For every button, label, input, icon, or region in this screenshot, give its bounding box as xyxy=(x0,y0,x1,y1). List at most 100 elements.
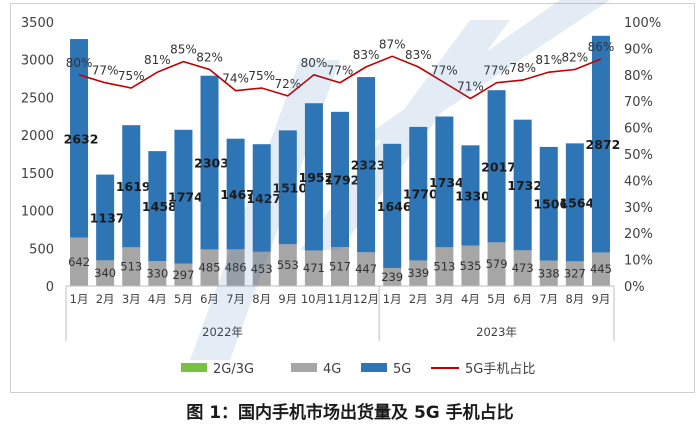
x-tick-label: 7月 xyxy=(226,292,245,306)
data-label-4g: 473 xyxy=(512,261,534,275)
bar-5g xyxy=(487,90,506,243)
y-right-tick-label: 100% xyxy=(624,16,661,31)
y-right-tick-label: 10% xyxy=(624,254,653,269)
data-label-5g: 1506 xyxy=(533,197,568,212)
data-label-4g: 642 xyxy=(68,255,90,269)
bar-5g xyxy=(565,143,584,262)
bar-5g xyxy=(513,119,532,251)
bar-4g xyxy=(148,261,167,286)
y-left-tick-label: 2000 xyxy=(21,129,54,144)
data-label-share: 83% xyxy=(405,48,432,62)
data-label-4g: 486 xyxy=(225,261,247,275)
x-tick-label: 3月 xyxy=(435,292,454,306)
data-label-4g: 447 xyxy=(355,262,377,276)
y-left-tick-label: 2500 xyxy=(21,91,54,106)
legend-swatch xyxy=(361,363,387,372)
x-tick-label: 10月 xyxy=(301,292,327,306)
bar-4g xyxy=(409,260,428,286)
data-label-4g: 445 xyxy=(590,262,612,276)
data-label-5g: 1467 xyxy=(220,187,255,202)
bar-5g xyxy=(122,125,141,248)
data-label-4g: 330 xyxy=(146,267,168,281)
data-label-5g: 1774 xyxy=(168,190,203,205)
bar-4g xyxy=(278,244,297,286)
data-label-share: 75% xyxy=(118,69,145,83)
bar-4g xyxy=(200,249,219,286)
data-label-share: 77% xyxy=(327,64,354,78)
data-label-4g: 513 xyxy=(120,260,142,274)
y-right-tick-label: 60% xyxy=(624,122,653,137)
legend-label: 4G xyxy=(323,362,341,377)
data-label-5g: 2303 xyxy=(194,156,229,171)
data-label-5g: 2872 xyxy=(586,137,621,152)
bar-4g xyxy=(383,267,402,286)
legend-swatch xyxy=(181,363,207,372)
data-label-4g: 535 xyxy=(459,259,481,273)
data-label-share: 77% xyxy=(92,64,119,78)
y-left-tick-label: 3500 xyxy=(21,16,54,31)
x-group-label: 2023年 xyxy=(476,325,517,339)
bar-5g xyxy=(70,39,89,238)
legend-label: 5G xyxy=(393,362,411,377)
data-label-share: 85% xyxy=(170,43,197,57)
data-label-4g: 553 xyxy=(277,258,299,272)
data-label-5g: 1770 xyxy=(403,187,438,202)
x-tick-label: 8月 xyxy=(565,292,584,306)
y-left-tick-label: 0 xyxy=(46,280,54,295)
x-tick-label: 6月 xyxy=(513,292,532,306)
chart-frame: 0 500 1000 1500 2000 2500 3000 3500 0% 10% 20% 30% 4… xyxy=(10,3,695,393)
x-tick-label: 2月 xyxy=(96,292,115,306)
bar-5g xyxy=(591,35,610,253)
x-tick-label: 6月 xyxy=(200,292,219,306)
bar-4g xyxy=(226,249,245,286)
data-label-4g: 453 xyxy=(251,262,273,276)
x-group-label: 2022年 xyxy=(202,325,243,339)
y-right-tick-label: 40% xyxy=(624,174,653,189)
bar-5g xyxy=(252,144,271,252)
data-label-5g: 2632 xyxy=(64,131,99,146)
x-tick-label: 11月 xyxy=(327,292,353,306)
bar-5g xyxy=(331,111,349,248)
data-label-share: 81% xyxy=(535,53,562,67)
bar-5g xyxy=(435,116,454,248)
data-label-5g: 1792 xyxy=(325,172,360,187)
data-label-5g: 1734 xyxy=(429,175,464,190)
bar-4g xyxy=(357,252,376,286)
x-tick-label: 9月 xyxy=(592,292,611,306)
figure-caption: 图 1：国内手机市场出货量及 5G 手机占比 xyxy=(186,403,514,423)
y-right-tick-label: 50% xyxy=(624,148,653,163)
bar-5g xyxy=(174,129,193,264)
bar-4g xyxy=(70,237,89,286)
data-label-share: 80% xyxy=(301,56,328,70)
y-right-tick-label: 80% xyxy=(624,69,653,84)
x-tick-label: 5月 xyxy=(487,292,506,306)
data-label-share: 82% xyxy=(562,51,589,65)
data-label-4g: 327 xyxy=(564,267,586,281)
data-label-5g: 1619 xyxy=(116,179,151,194)
x-tick-label: 1月 xyxy=(70,292,89,306)
bar-4g xyxy=(565,261,584,286)
x-tick-label: 5月 xyxy=(174,292,193,306)
data-label-4g: 339 xyxy=(407,266,429,280)
bar-4g xyxy=(96,260,115,286)
data-label-5g: 1952 xyxy=(299,170,334,185)
bar-4g xyxy=(461,245,480,286)
y-right-tick-label: 70% xyxy=(624,95,653,110)
y-right-tick-label: 0% xyxy=(624,280,645,295)
data-label-share: 80% xyxy=(66,56,93,70)
data-label-share: 75% xyxy=(248,69,275,83)
x-tick-label: 8月 xyxy=(252,292,271,306)
data-label-4g: 513 xyxy=(433,260,455,274)
bar-4g xyxy=(304,250,323,286)
x-tick-label: 9月 xyxy=(278,292,297,306)
data-label-share: 71% xyxy=(457,80,484,94)
bar-4g xyxy=(252,251,271,286)
legend-swatch xyxy=(291,363,317,372)
x-tick-label: 3月 xyxy=(122,292,141,306)
bar-5g xyxy=(461,145,480,246)
bar-4g xyxy=(122,247,141,286)
data-label-share: 87% xyxy=(379,37,406,51)
bar-4g xyxy=(539,260,558,286)
y-right-tick-label: 90% xyxy=(624,42,653,57)
data-label-5g: 1427 xyxy=(246,191,281,206)
